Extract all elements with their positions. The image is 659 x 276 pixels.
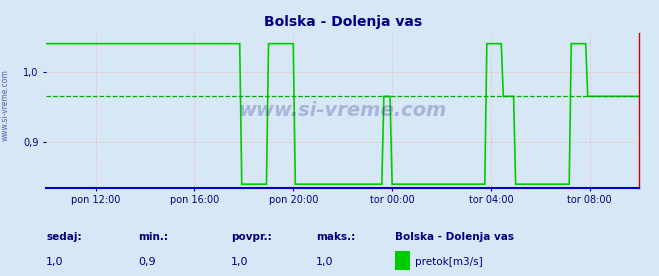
Text: min.:: min.: (138, 232, 169, 242)
Title: Bolska - Dolenja vas: Bolska - Dolenja vas (264, 15, 422, 29)
Text: 0,9: 0,9 (138, 257, 156, 267)
Text: sedaj:: sedaj: (46, 232, 82, 242)
Text: Bolska - Dolenja vas: Bolska - Dolenja vas (395, 232, 515, 242)
Text: www.si-vreme.com: www.si-vreme.com (239, 101, 447, 120)
Text: www.si-vreme.com: www.si-vreme.com (1, 69, 10, 141)
Text: maks.:: maks.: (316, 232, 356, 242)
Text: 1,0: 1,0 (231, 257, 248, 267)
Text: povpr.:: povpr.: (231, 232, 272, 242)
Text: pretok[m3/s]: pretok[m3/s] (415, 257, 483, 267)
Text: 1,0: 1,0 (316, 257, 334, 267)
Text: 1,0: 1,0 (46, 257, 64, 267)
